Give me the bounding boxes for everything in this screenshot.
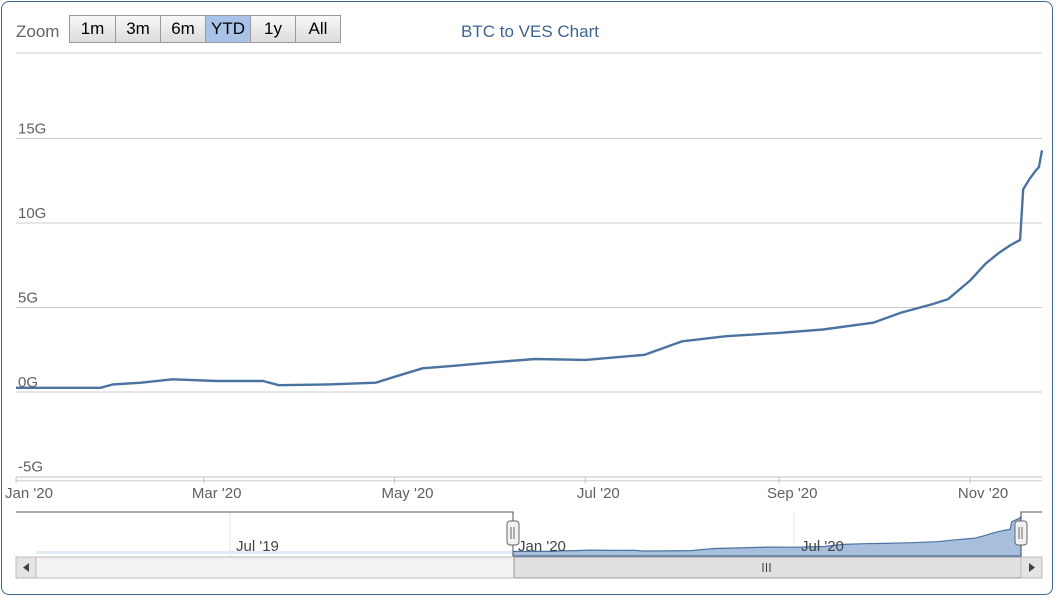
y-tick-label: 15G [18, 121, 46, 138]
navigator-left-handle[interactable] [506, 520, 520, 546]
y-tick-label: 5G [18, 290, 38, 307]
navigator-label: Jul '19 [236, 538, 279, 555]
y-gridlines [16, 52, 1042, 482]
navigator-right-handle[interactable] [1014, 520, 1028, 546]
x-tick-label: Sep '20 [767, 485, 817, 502]
y-tick-label: -5G [18, 459, 43, 476]
scrollbar-thumb[interactable] [513, 556, 1022, 579]
series-line [16, 150, 1044, 389]
scrollbar [15, 556, 1043, 579]
x-tick-label: Jul '20 [577, 485, 620, 502]
navigator-label: Jan '20 [518, 538, 566, 555]
y-tick-label: 10G [18, 205, 46, 222]
zoom-6m-button[interactable]: 6m [160, 15, 206, 43]
x-axis: Jan '20 Mar '20 May '20 Jul '20 Sep '20 Nov '… [5, 476, 1042, 502]
zoom-label: Zoom [16, 22, 60, 41]
x-tick-label: Nov '20 [958, 485, 1008, 502]
x-tick-label: May '20 [381, 485, 433, 502]
zoom-button-group: 1m 3m 6m YTD 1y All [69, 15, 341, 43]
zoom-all-button[interactable]: All [295, 15, 341, 43]
navigator: Jul '19 Jan '20 Jul '20 [16, 511, 1042, 558]
navigator-label: Jul '20 [801, 538, 844, 555]
grip-icon [762, 563, 771, 572]
zoom-1m-button[interactable]: 1m [69, 15, 116, 43]
chart-title: BTC to VES Chart [461, 22, 599, 41]
x-tick-label: Jan '20 [5, 485, 53, 502]
navigator-series-area [512, 513, 1022, 557]
x-tick-label: Mar '20 [192, 485, 242, 502]
